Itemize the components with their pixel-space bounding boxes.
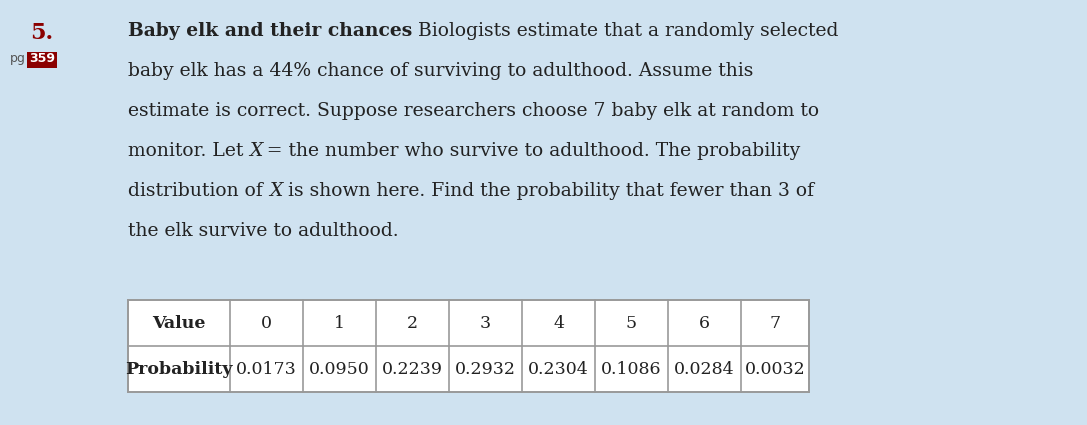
Text: 0.0950: 0.0950 xyxy=(309,360,370,377)
Text: Probability: Probability xyxy=(125,360,233,377)
FancyBboxPatch shape xyxy=(128,300,809,392)
Text: the elk survive to adulthood.: the elk survive to adulthood. xyxy=(128,222,399,240)
Text: = the number who survive to adulthood. The probability: = the number who survive to adulthood. T… xyxy=(263,142,800,160)
Text: Value: Value xyxy=(152,314,205,332)
Text: 5: 5 xyxy=(626,314,637,332)
FancyBboxPatch shape xyxy=(27,52,57,68)
Text: monitor. Let: monitor. Let xyxy=(128,142,249,160)
Text: 0.0032: 0.0032 xyxy=(745,360,805,377)
Text: X: X xyxy=(268,182,283,200)
Text: 1: 1 xyxy=(334,314,345,332)
Text: 0.0284: 0.0284 xyxy=(674,360,735,377)
Text: 359: 359 xyxy=(29,52,55,65)
Text: pg: pg xyxy=(10,52,26,65)
Text: 0: 0 xyxy=(261,314,272,332)
Text: Baby elk and their chances: Baby elk and their chances xyxy=(128,22,412,40)
Text: is shown here. Find the probability that fewer than 3 of: is shown here. Find the probability that… xyxy=(283,182,814,200)
Text: 0.2932: 0.2932 xyxy=(455,360,516,377)
Text: 7: 7 xyxy=(770,314,780,332)
Text: X: X xyxy=(249,142,263,160)
Text: 0.2239: 0.2239 xyxy=(382,360,443,377)
Text: 2: 2 xyxy=(407,314,418,332)
Text: 6: 6 xyxy=(699,314,710,332)
Text: 0.1086: 0.1086 xyxy=(601,360,662,377)
Text: 5.: 5. xyxy=(30,22,53,44)
Text: estimate is correct. Suppose researchers choose 7 baby elk at random to: estimate is correct. Suppose researchers… xyxy=(128,102,820,120)
Text: Biologists estimate that a randomly selected: Biologists estimate that a randomly sele… xyxy=(412,22,839,40)
Text: 0.0173: 0.0173 xyxy=(236,360,297,377)
Text: 0.2304: 0.2304 xyxy=(528,360,589,377)
Text: distribution of: distribution of xyxy=(128,182,268,200)
Text: 3: 3 xyxy=(480,314,491,332)
Text: 4: 4 xyxy=(553,314,564,332)
Text: baby elk has a 44% chance of surviving to adulthood. Assume this: baby elk has a 44% chance of surviving t… xyxy=(128,62,753,80)
